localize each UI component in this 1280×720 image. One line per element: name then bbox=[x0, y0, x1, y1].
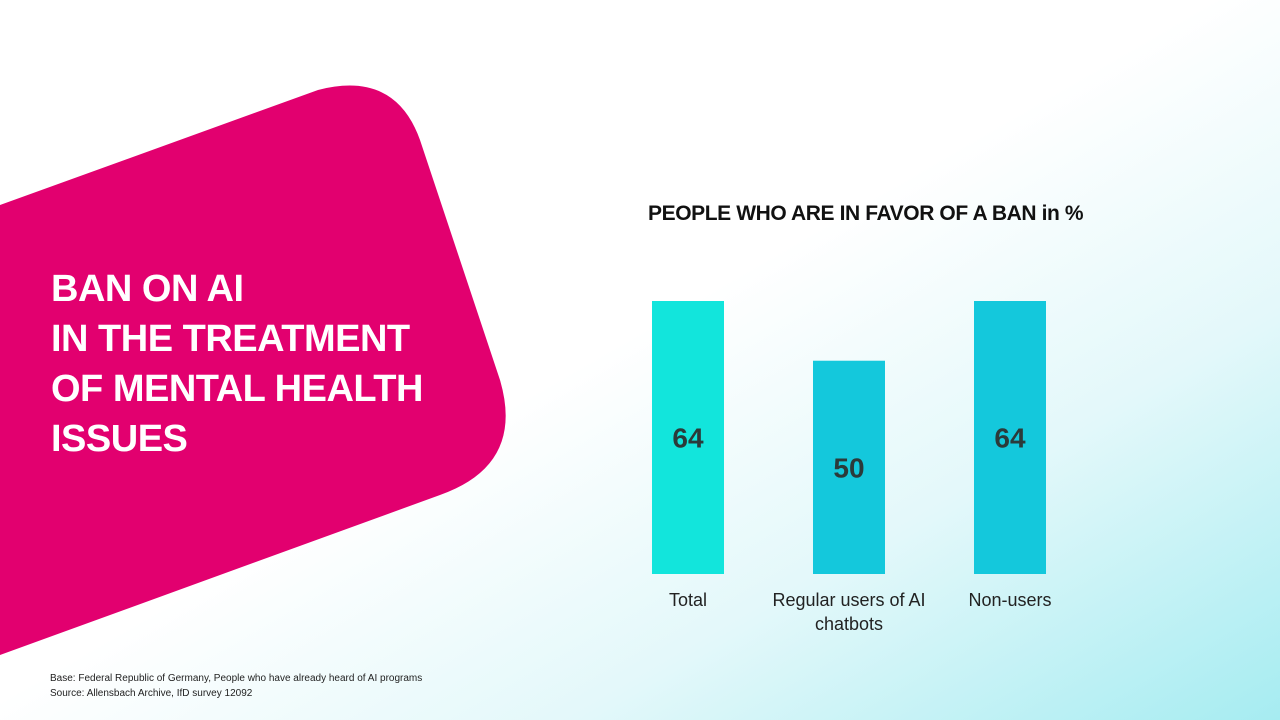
bar-value-label-0: 64 bbox=[672, 423, 704, 454]
bar-0 bbox=[652, 301, 724, 574]
brand-shape bbox=[0, 85, 506, 656]
bar-value-label-2: 64 bbox=[994, 423, 1026, 454]
bar-value-label-1: 50 bbox=[833, 452, 864, 483]
headline-line-4: ISSUES bbox=[51, 418, 188, 460]
bar-1 bbox=[813, 360, 885, 574]
category-label-2-line-0: Non-users bbox=[968, 590, 1051, 610]
chart-title: PEOPLE WHO ARE IN FAVOR OF A BAN in % bbox=[648, 202, 1084, 225]
category-label-1-line-0: Regular users of AI bbox=[772, 590, 925, 610]
headline: BAN ON AI IN THE TREATMENT OF MENTAL HEA… bbox=[51, 264, 423, 464]
headline-line-3: OF MENTAL HEALTH bbox=[51, 368, 423, 410]
footnote-source: Source: Allensbach Archive, IfD survey 1… bbox=[50, 688, 253, 699]
headline-line-1: BAN ON AI bbox=[51, 268, 244, 310]
bar-2 bbox=[974, 301, 1046, 574]
footnote: Base: Federal Republic of Germany, Peopl… bbox=[50, 671, 422, 701]
headline-line-2: IN THE TREATMENT bbox=[51, 318, 410, 360]
footnote-base: Base: Federal Republic of Germany, Peopl… bbox=[50, 673, 423, 684]
category-label-1-line-1: chatbots bbox=[815, 614, 883, 634]
category-label-0-line-0: Total bbox=[669, 590, 707, 610]
